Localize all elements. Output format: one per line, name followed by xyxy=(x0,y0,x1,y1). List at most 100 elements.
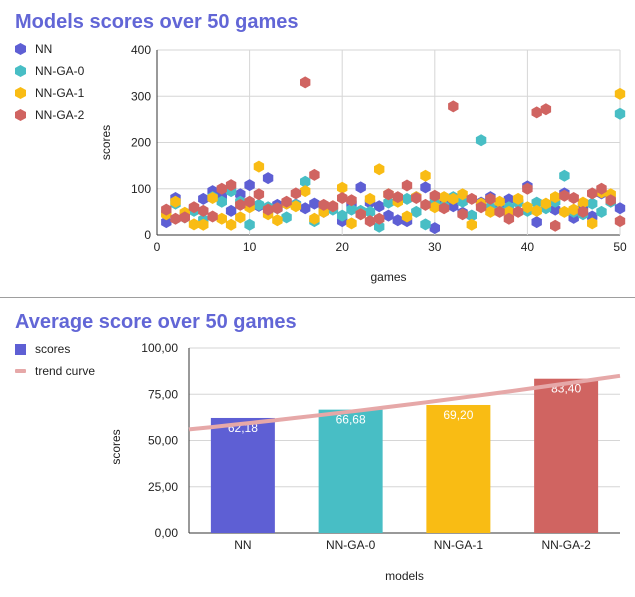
data-point xyxy=(318,198,329,211)
y-tick-label: 200 xyxy=(131,136,151,150)
panel-divider xyxy=(0,297,635,298)
data-point xyxy=(272,214,283,227)
data-point xyxy=(383,209,394,222)
y-tick-label: 100 xyxy=(131,182,151,196)
data-point xyxy=(198,192,209,205)
y-axis-label: scores xyxy=(109,429,123,464)
data-point xyxy=(216,212,227,225)
data-point xyxy=(438,202,450,215)
legend-label: NN-GA-1 xyxy=(35,86,85,100)
bar xyxy=(534,378,599,533)
data-point xyxy=(494,205,505,218)
data-point xyxy=(309,168,320,181)
data-point xyxy=(235,211,246,224)
data-point xyxy=(596,205,607,218)
data-point xyxy=(374,212,385,225)
y-tick-label: 300 xyxy=(131,89,151,103)
y-tick-label: 50,00 xyxy=(148,434,178,448)
bar-value-label: 66,68 xyxy=(336,413,366,427)
legend-item: NN-GA-1 xyxy=(15,82,84,104)
data-point xyxy=(207,210,218,223)
data-point xyxy=(494,195,505,208)
data-point xyxy=(364,215,376,228)
data-point xyxy=(300,175,311,188)
data-point xyxy=(559,189,570,202)
data-point xyxy=(374,200,385,213)
data-point xyxy=(438,191,450,204)
data-point xyxy=(383,188,394,201)
data-point xyxy=(531,196,542,209)
data-point xyxy=(188,218,200,231)
x-tick-label: 10 xyxy=(243,240,257,254)
data-point xyxy=(550,191,561,204)
bar-chart-panel: Average score over 50 games scores trend … xyxy=(0,299,635,597)
data-point xyxy=(577,205,589,218)
legend-item: scores xyxy=(15,338,95,360)
data-point xyxy=(587,197,598,210)
data-point xyxy=(596,182,607,195)
data-point xyxy=(559,169,570,182)
data-point xyxy=(587,187,598,200)
data-point xyxy=(225,204,237,217)
data-point xyxy=(262,172,274,185)
x-tick-label: 30 xyxy=(428,240,442,254)
data-point xyxy=(179,211,190,224)
scatter-chart-panel: Models scores over 50 games NN NN-GA-0 NN-… xyxy=(0,0,635,297)
data-point xyxy=(475,201,487,214)
legend-item: NN-GA-2 xyxy=(15,104,84,126)
chart-title: Average score over 50 games xyxy=(15,311,297,333)
data-point xyxy=(327,200,339,213)
data-point xyxy=(244,179,255,192)
data-point xyxy=(198,218,209,231)
data-point xyxy=(466,218,477,231)
bar xyxy=(426,404,491,533)
x-tick-label: 0 xyxy=(154,240,161,254)
data-point xyxy=(568,192,579,204)
data-point xyxy=(225,218,237,231)
data-point xyxy=(540,103,552,116)
x-tick-label: NN xyxy=(234,538,251,552)
legend-marker-icon xyxy=(15,43,26,55)
data-point xyxy=(512,205,524,218)
legend-item: NN xyxy=(15,38,84,60)
x-tick-label: NN-GA-2 xyxy=(541,538,591,552)
data-point xyxy=(244,195,255,208)
data-point xyxy=(262,203,274,216)
legend-marker-icon xyxy=(15,87,26,99)
data-point xyxy=(429,201,440,214)
legend-item: trend curve xyxy=(15,360,95,382)
data-point xyxy=(161,203,172,216)
y-tick-label: 0,00 xyxy=(155,526,179,540)
data-point xyxy=(531,106,542,119)
legend-label: scores xyxy=(35,342,71,356)
y-tick-label: 75,00 xyxy=(148,387,178,401)
data-point xyxy=(531,216,542,229)
data-point xyxy=(170,195,181,208)
chart-legend: scores trend curve xyxy=(15,338,95,382)
x-axis-label: models xyxy=(385,569,424,583)
bar-plot: 0,0025,0050,0075,00100,0062,18NN66,68NN-… xyxy=(109,341,621,583)
data-point xyxy=(374,220,385,233)
data-point xyxy=(577,196,589,209)
data-point xyxy=(309,212,320,225)
data-point xyxy=(364,192,376,205)
data-point xyxy=(420,169,431,182)
data-point xyxy=(411,192,422,204)
data-point xyxy=(392,191,403,204)
legend-label: NN-GA-0 xyxy=(35,64,85,78)
data-point xyxy=(300,202,311,215)
bar-value-label: 69,20 xyxy=(443,408,473,422)
data-point xyxy=(531,204,542,217)
data-point xyxy=(374,163,385,176)
legend-line-icon xyxy=(15,369,26,373)
data-point xyxy=(300,185,311,198)
data-point xyxy=(448,192,459,205)
legend-label: NN-GA-2 xyxy=(35,108,85,122)
data-point xyxy=(401,192,413,205)
data-point xyxy=(346,194,357,207)
data-point xyxy=(420,198,431,211)
data-point xyxy=(309,197,320,210)
legend-item: NN-GA-0 xyxy=(15,60,84,82)
data-point xyxy=(253,198,265,211)
data-point xyxy=(568,203,579,216)
